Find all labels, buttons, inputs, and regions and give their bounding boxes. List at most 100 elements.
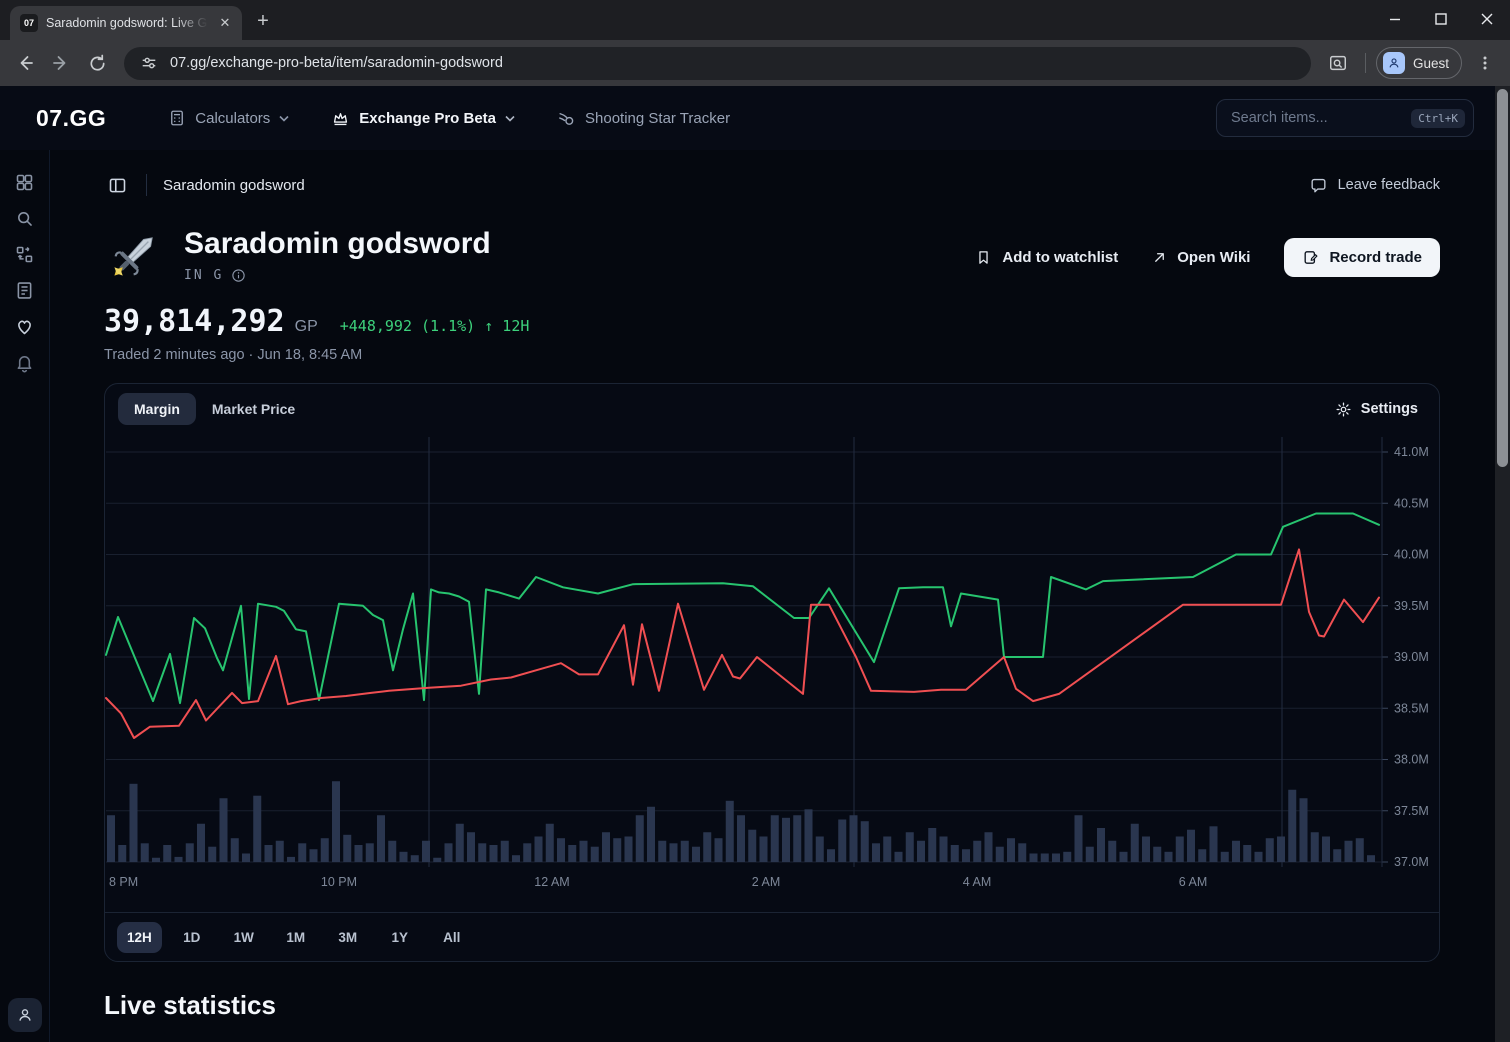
window-close-button[interactable] bbox=[1464, 0, 1510, 38]
sidebar-item-alerts[interactable] bbox=[7, 344, 43, 380]
y-tick-label: 38.0M bbox=[1394, 753, 1429, 767]
main-nav: Calculators Exchange Pro Beta Shooting S… bbox=[168, 109, 730, 128]
volume-bar bbox=[1333, 849, 1342, 862]
range-3m[interactable]: 3M bbox=[338, 929, 358, 945]
record-trade-label: Record trade bbox=[1329, 249, 1422, 266]
window-minimize-button[interactable] bbox=[1372, 0, 1418, 38]
sidebar-item-search[interactable] bbox=[7, 200, 43, 236]
price-chart[interactable]: 41.0M 40.5M 40.0M 39.5M 39.0M 38.5M 38.0M 37.5M… bbox=[105, 434, 1441, 907]
volume-bar bbox=[1367, 855, 1375, 862]
volume-bar bbox=[1029, 853, 1038, 862]
main-content: Saradomin godsword Leave feedback bbox=[50, 150, 1510, 1042]
back-button[interactable] bbox=[8, 46, 42, 80]
sidebar-item-watchlist[interactable] bbox=[7, 308, 43, 344]
swap-icon bbox=[16, 246, 33, 262]
volume-bar bbox=[152, 857, 160, 862]
y-tick-label: 40.0M bbox=[1394, 548, 1429, 562]
volume-bar bbox=[388, 840, 397, 862]
tab-favicon: 07 bbox=[20, 14, 38, 32]
volume-bar bbox=[444, 843, 453, 862]
forward-button[interactable] bbox=[44, 46, 78, 80]
volume-bar bbox=[230, 838, 239, 862]
range-all[interactable]: All bbox=[443, 929, 461, 945]
item-icon bbox=[114, 237, 153, 276]
leave-feedback-button[interactable]: Leave feedback bbox=[1309, 176, 1440, 195]
y-tick-label: 41.0M bbox=[1394, 445, 1429, 459]
nav-item-star-tracker[interactable]: Shooting Star Tracker bbox=[557, 109, 730, 128]
browser-menu-button[interactable] bbox=[1468, 46, 1502, 80]
volume-bar bbox=[365, 843, 374, 862]
sidebar-account-button[interactable] bbox=[7, 998, 42, 1032]
nav-label: Shooting Star Tracker bbox=[585, 109, 731, 127]
volume-bar bbox=[692, 846, 700, 862]
volume-bar bbox=[523, 843, 532, 862]
volume-bar bbox=[1119, 851, 1128, 862]
tab-market-price[interactable]: Market Price bbox=[211, 401, 296, 417]
volume-bar bbox=[579, 840, 588, 862]
open-wiki-button[interactable]: Open Wiki bbox=[1152, 249, 1250, 266]
url-text: 07.gg/exchange-pro-beta/item/saradomin-g… bbox=[170, 55, 503, 71]
volume-bar bbox=[343, 834, 352, 862]
search-icon bbox=[18, 211, 32, 226]
range-12h[interactable]: 12H bbox=[117, 921, 162, 953]
tab-close-icon[interactable]: ✕ bbox=[219, 15, 231, 30]
volume-bar bbox=[1063, 851, 1072, 862]
volume-bar bbox=[107, 815, 115, 862]
volume-bar bbox=[905, 832, 914, 862]
volume-bar bbox=[804, 809, 813, 862]
volume-bar bbox=[1040, 853, 1049, 862]
red-line bbox=[105, 548, 1380, 739]
add-to-watchlist-button[interactable]: Add to watchlist bbox=[975, 249, 1118, 266]
sidebar-item-notes[interactable] bbox=[7, 272, 43, 308]
window-maximize-button[interactable] bbox=[1418, 0, 1464, 38]
leave-feedback-label: Leave feedback bbox=[1337, 177, 1440, 193]
sidebar-item-dashboard[interactable] bbox=[7, 164, 43, 200]
volume-bar bbox=[1052, 853, 1060, 862]
volume-bar bbox=[242, 853, 250, 862]
chart-settings-button[interactable]: Settings bbox=[1335, 401, 1426, 418]
url-bar[interactable]: 07.gg/exchange-pro-beta/item/saradomin-g… bbox=[124, 46, 1311, 80]
site-logo[interactable]: 07.GG bbox=[36, 104, 107, 131]
browser-tab[interactable]: 07 Saradomin godsword: Live GE P ✕ bbox=[10, 6, 242, 40]
volume-bar bbox=[1007, 838, 1015, 862]
scrollbar-thumb[interactable] bbox=[1497, 89, 1508, 467]
sidebar-item-exchange[interactable] bbox=[7, 236, 43, 272]
volume-bar bbox=[725, 800, 734, 862]
record-trade-button[interactable]: Record trade bbox=[1284, 238, 1440, 277]
person-icon bbox=[1389, 58, 1399, 68]
volume-bar bbox=[140, 843, 149, 862]
site-info-icon bbox=[142, 57, 156, 69]
crown-icon bbox=[334, 112, 348, 125]
volume-bar bbox=[208, 846, 217, 862]
kebab-menu-icon bbox=[1483, 56, 1487, 70]
volume-bar bbox=[815, 836, 824, 862]
minimize-icon bbox=[1390, 18, 1400, 21]
profile-button[interactable]: Guest bbox=[1375, 47, 1462, 79]
avatar bbox=[1382, 52, 1405, 74]
page-scrollbar[interactable] bbox=[1495, 86, 1510, 1042]
volume-bar bbox=[332, 781, 340, 862]
volume-bar bbox=[849, 815, 858, 862]
volume-bar bbox=[478, 843, 487, 862]
heart-icon bbox=[18, 320, 31, 334]
search-input[interactable]: Search items... Ctrl+K bbox=[1216, 99, 1474, 137]
range-1w[interactable]: 1W bbox=[233, 929, 254, 945]
reload-button[interactable] bbox=[80, 46, 114, 80]
side-panel-button[interactable] bbox=[1321, 46, 1355, 80]
tab-margin[interactable]: Margin bbox=[118, 393, 196, 425]
info-icon[interactable] bbox=[231, 268, 246, 283]
range-1y[interactable]: 1Y bbox=[391, 929, 409, 945]
new-tab-button[interactable]: + bbox=[257, 9, 269, 32]
volume-bar bbox=[1164, 851, 1173, 862]
range-1d[interactable]: 1D bbox=[183, 929, 201, 945]
volume-bar bbox=[1299, 798, 1308, 862]
volume-bar bbox=[489, 845, 498, 862]
item-price: 39,814,292 bbox=[104, 304, 285, 339]
nav-item-calculators[interactable]: Calculators bbox=[168, 109, 289, 127]
panel-toggle-button[interactable] bbox=[104, 167, 130, 203]
range-1m[interactable]: 1M bbox=[286, 929, 306, 945]
settings-label: Settings bbox=[1360, 401, 1418, 417]
search-shortcut: Ctrl+K bbox=[1411, 108, 1465, 128]
nav-item-exchange-pro[interactable]: Exchange Pro Beta bbox=[331, 109, 515, 128]
item-title: Saradomin godsword bbox=[184, 227, 491, 260]
